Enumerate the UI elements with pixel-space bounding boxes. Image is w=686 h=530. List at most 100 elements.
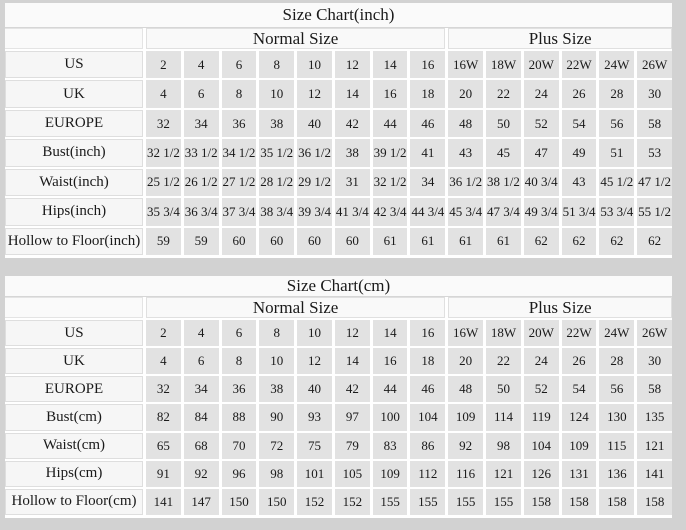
size-cell: 61: [372, 227, 408, 255]
size-cell: 101: [297, 460, 332, 487]
corner-spacer: [5, 28, 143, 49]
size-cell: 98: [259, 460, 295, 487]
size-cell: 4: [183, 320, 219, 347]
size-cell: 126: [523, 460, 559, 487]
size-cell: 49 3/4: [523, 198, 559, 226]
size-cell: 150: [259, 488, 295, 515]
size-cell: 24: [523, 80, 559, 108]
size-cell: 55 1/2: [637, 198, 672, 226]
size-cell: 58: [637, 109, 672, 138]
size-cell: 119: [523, 404, 559, 431]
size-cell: 53: [637, 139, 672, 167]
size-cell: 158: [599, 488, 635, 515]
size-cell: 48: [448, 109, 484, 138]
size-cell: 45: [486, 139, 521, 167]
size-cell: 16: [372, 80, 408, 108]
size-cell: 44: [372, 109, 408, 138]
size-cell: 60: [259, 227, 295, 255]
size-cell: 18W: [486, 51, 521, 79]
size-cell: 32: [146, 376, 181, 403]
size-cell: 12: [334, 320, 370, 347]
size-cell: 62: [599, 227, 635, 255]
size-cell: 14: [372, 320, 408, 347]
size-cell: 60: [297, 227, 332, 255]
row-label: Bust(inch): [5, 139, 143, 167]
size-cell: 8: [259, 51, 295, 79]
size-cell: 40 3/4: [523, 168, 559, 197]
size-cell: 34: [183, 109, 219, 138]
size-cell: 52: [523, 109, 559, 138]
size-cell: 109: [372, 460, 408, 487]
size-grid: Normal Size Plus Size US 2 4 6 8 10 12 14 16 16W 18W…: [5, 297, 672, 517]
size-cell: 28: [599, 80, 635, 108]
size-cell: 26W: [637, 320, 672, 347]
size-cell: 49: [561, 139, 597, 167]
size-cell: 47 3/4: [486, 198, 521, 226]
size-cell: 109: [448, 404, 484, 431]
size-cell: 155: [448, 488, 484, 515]
size-cell: 10: [297, 51, 332, 79]
size-cell: 26: [561, 80, 597, 108]
size-cell: 28 1/2: [259, 168, 295, 197]
group-header-plus: Plus Size: [448, 28, 672, 49]
size-cell: 75: [297, 432, 332, 459]
size-cell: 58: [637, 376, 672, 403]
row-label: Hips(cm): [5, 460, 143, 487]
group-header-plus: Plus Size: [448, 297, 672, 318]
size-cell: 31: [334, 168, 370, 197]
size-cell: 109: [561, 432, 597, 459]
row-label: Hips(inch): [5, 198, 143, 226]
size-cell: 38: [334, 139, 370, 167]
size-cell: 61: [448, 227, 484, 255]
size-cell: 22W: [561, 51, 597, 79]
size-cell: 115: [599, 432, 635, 459]
row-label: UK: [5, 348, 143, 375]
size-cell: 14: [334, 348, 370, 375]
size-grid: Normal Size Plus Size US 2 4 6 8 10 12 14 16 16W 18W…: [5, 28, 672, 257]
size-cell: 152: [334, 488, 370, 515]
size-cell: 32 1/2: [146, 139, 181, 167]
size-cell: 35 3/4: [146, 198, 181, 226]
size-cell: 30: [637, 80, 672, 108]
size-cell: 105: [334, 460, 370, 487]
size-cell: 43: [448, 139, 484, 167]
size-cell: 38: [259, 109, 295, 138]
size-cell: 62: [523, 227, 559, 255]
size-cell: 38 3/4: [259, 198, 295, 226]
size-cell: 27 1/2: [221, 168, 257, 197]
size-cell: 37 3/4: [221, 198, 257, 226]
size-cell: 104: [523, 432, 559, 459]
size-cell: 12: [334, 51, 370, 79]
size-cell: 10: [297, 320, 332, 347]
row-label: Waist(inch): [5, 168, 143, 197]
size-cell: 39 3/4: [297, 198, 332, 226]
size-cell: 91: [146, 460, 181, 487]
size-cell: 24: [523, 348, 559, 375]
size-cell: 6: [183, 348, 219, 375]
row-label: Bust(cm): [5, 404, 143, 431]
size-cell: 24W: [599, 51, 635, 79]
size-cell: 51: [599, 139, 635, 167]
size-cell: 8: [221, 80, 257, 108]
group-header-normal: Normal Size: [146, 297, 446, 318]
size-chart-title: Size Chart(inch): [5, 3, 672, 28]
size-cell: 16: [410, 51, 446, 79]
size-cell: 152: [297, 488, 332, 515]
size-cell: 36 1/2: [448, 168, 484, 197]
size-cell: 50: [486, 376, 521, 403]
size-cell: 8: [259, 320, 295, 347]
size-cell: 150: [221, 488, 257, 515]
size-cell: 16: [372, 348, 408, 375]
size-cell: 65: [146, 432, 181, 459]
size-cell: 10: [259, 348, 295, 375]
row-label: Hollow to Floor(inch): [5, 227, 143, 255]
size-cell: 20W: [523, 320, 559, 347]
size-cell: 2: [146, 51, 181, 79]
size-cell: 59: [146, 227, 181, 255]
size-cell: 6: [221, 51, 257, 79]
size-chart-cm-table: Size Chart(cm) Normal Size Plus Size US 2 4 6 8…: [5, 276, 672, 518]
size-cell: 41: [410, 139, 446, 167]
row-label: US: [5, 320, 143, 347]
corner-spacer: [5, 297, 143, 318]
size-cell: 26 1/2: [183, 168, 219, 197]
